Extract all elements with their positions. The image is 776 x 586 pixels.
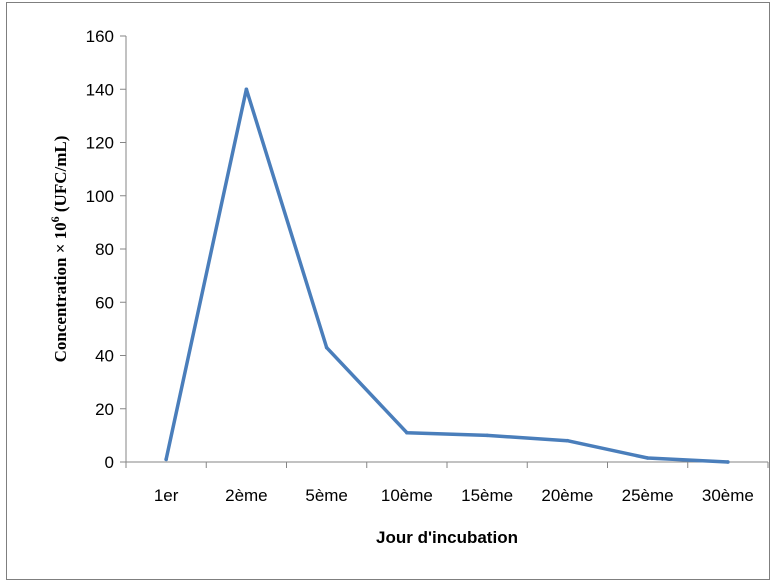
x-ticks: 1er 2ème 5ème 10ème 15ème 20ème 25ème 30ème — [125, 462, 769, 505]
axes — [125, 36, 768, 463]
y-axis-label-exponent: 6 — [48, 216, 62, 222]
y-tick-label: 120 — [86, 134, 114, 153]
data-point — [324, 345, 329, 350]
chart-frame — [6, 2, 770, 580]
y-tick-label: 80 — [95, 240, 114, 259]
data-point — [164, 457, 168, 462]
data-point — [726, 460, 730, 464]
y-tick-label: 160 — [86, 27, 114, 46]
x-tick-label: 1er — [154, 486, 179, 505]
y-axis-label-unit: (UFC/mL) — [51, 136, 70, 217]
y-tick-label: 20 — [95, 400, 114, 419]
series-line — [164, 87, 730, 464]
x-tick-label: 15ème — [461, 486, 513, 505]
y-tick-label: 60 — [95, 293, 114, 312]
y-tick-label: 40 — [95, 347, 114, 366]
data-point — [405, 430, 409, 435]
x-tick-label: 25ème — [622, 486, 674, 505]
data-point — [244, 87, 249, 92]
x-tick-label: 20ème — [541, 486, 593, 505]
data-point — [565, 438, 570, 443]
x-tick-label: 10ème — [381, 486, 433, 505]
y-axis-label: Concentration × 106 (UFC/mL) — [48, 136, 70, 363]
corner-mark — [0, 562, 14, 586]
y-tick-label: 140 — [86, 80, 114, 99]
x-tick-label: 30ème — [702, 486, 754, 505]
data-point — [645, 456, 650, 460]
y-axis-label-main: Concentration × 10 — [51, 222, 70, 362]
x-tick-label: 5ème — [305, 486, 348, 505]
series-layer — [164, 87, 730, 464]
y-tick-label: 0 — [105, 453, 114, 472]
x-tick-label: 2ème — [225, 486, 268, 505]
y-tick-label: 100 — [86, 187, 114, 206]
y-ticks: 0 20 40 60 80 100 120 140 160 — [86, 27, 126, 472]
data-point — [485, 433, 489, 438]
x-axis-label: Jour d'incubation — [376, 528, 518, 547]
